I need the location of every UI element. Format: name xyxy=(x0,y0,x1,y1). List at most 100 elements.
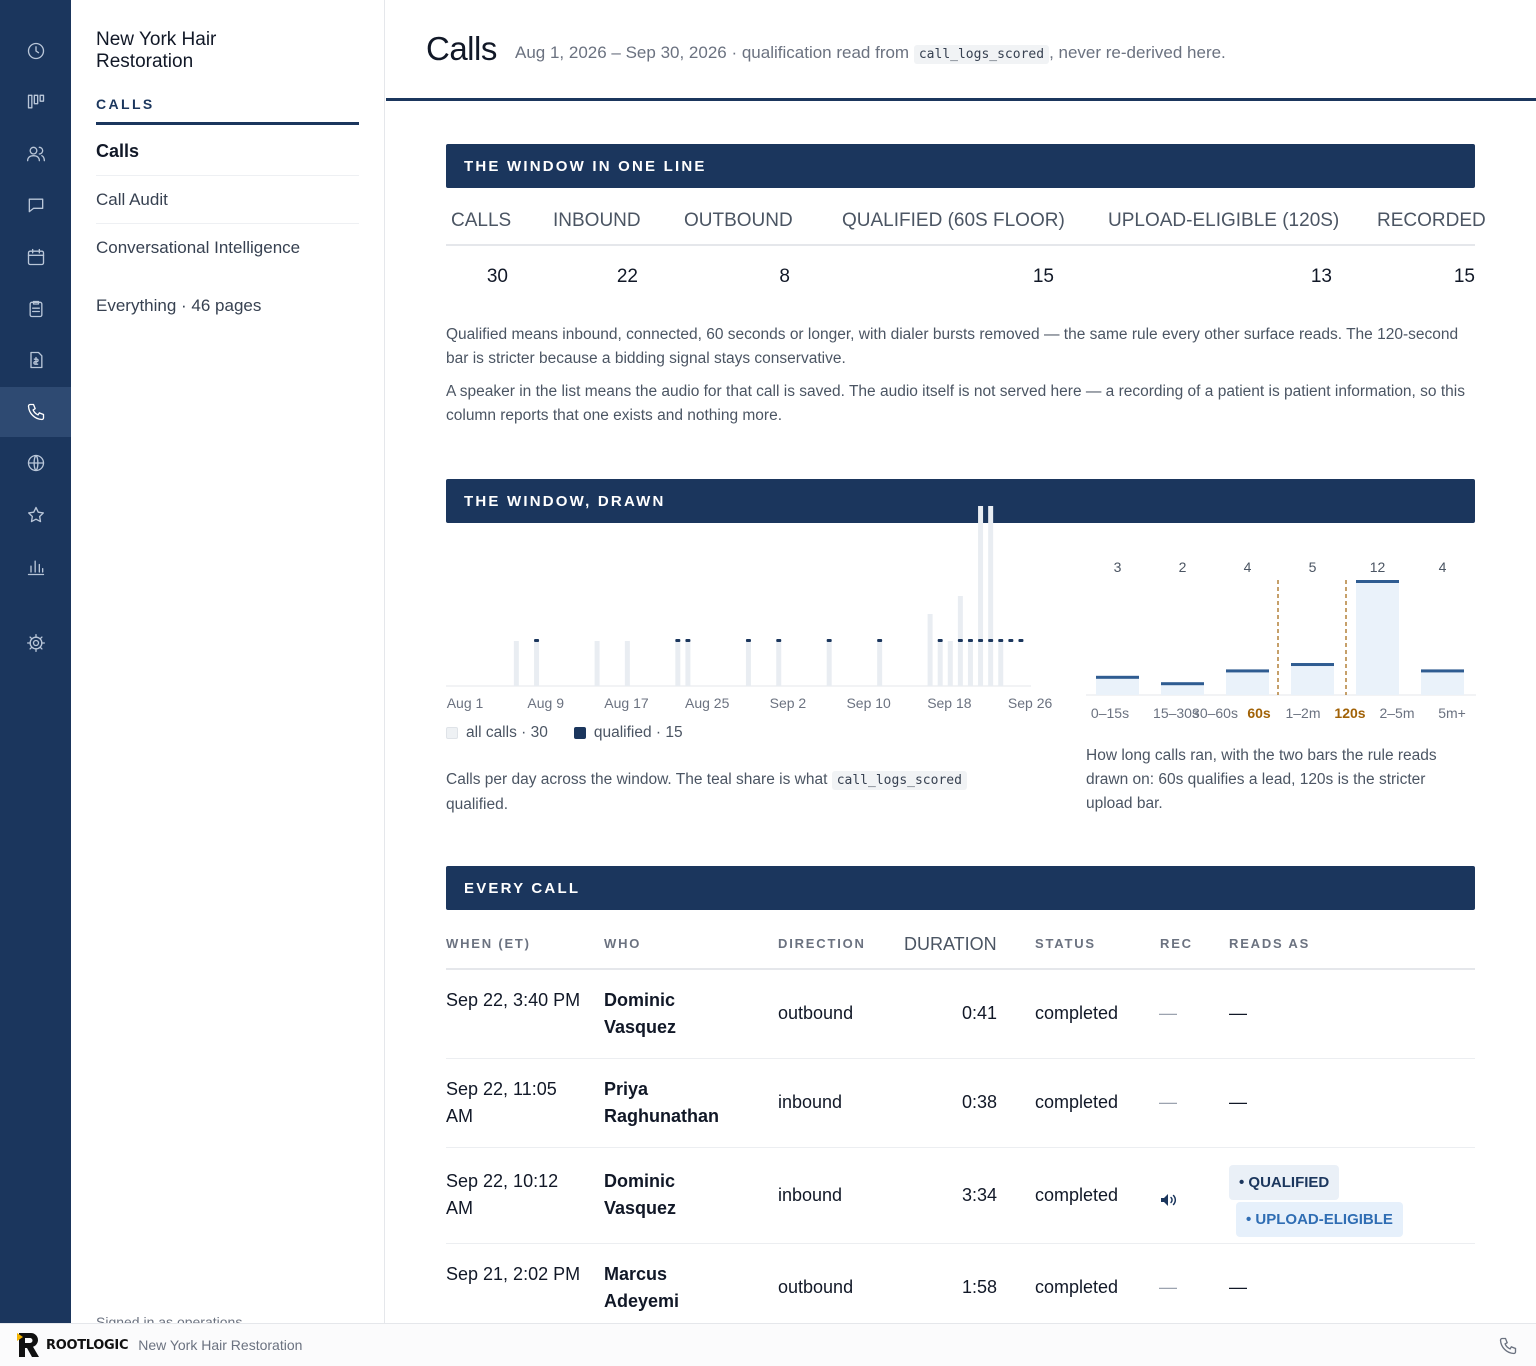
cell-when: Sep 22, 11:05 AM xyxy=(446,1079,557,1126)
sidebar-section-title: CALLS xyxy=(96,96,155,112)
cell-direction: outbound xyxy=(778,1277,854,1297)
daily-bar-all xyxy=(967,641,973,686)
cell-duration: 0:38 xyxy=(961,1092,997,1112)
histogram-bar-top xyxy=(1356,580,1399,583)
daily-marker-qualified xyxy=(776,639,782,642)
histogram-bar-top xyxy=(1421,669,1464,673)
cell-who: Marcus Adeyemi xyxy=(604,1264,680,1311)
rail-item-tasks[interactable] xyxy=(0,284,71,334)
histogram-bar xyxy=(1161,682,1204,695)
col-header-when: WHEN (ET) xyxy=(446,936,531,951)
cell-when: Sep 22, 10:12 AM xyxy=(446,1171,559,1218)
daily-bar-all xyxy=(685,641,691,686)
table-row[interactable]: Sep 22, 11:05 AM Priya Raghunathan inbou… xyxy=(446,1059,1475,1148)
table-row[interactable]: Sep 21, 2:02 PM Marcus Adeyemi outbound … xyxy=(446,1244,1475,1323)
kpi-value-upload-eligible: 13 xyxy=(1310,266,1332,287)
rootlogic-logo-mark xyxy=(17,1333,39,1357)
cell-reads-none: — xyxy=(1229,1092,1247,1112)
col-header-duration[interactable]: DURATION xyxy=(904,934,997,954)
page-header: Calls Aug 1, 2026 – Sep 30, 2026 · quali… xyxy=(386,0,1536,101)
kanban-icon xyxy=(27,94,44,109)
col-header-status: STATUS xyxy=(1035,936,1096,951)
daily-x-tick-label: Sep 2 xyxy=(770,695,807,711)
daily-bar-all xyxy=(624,641,630,686)
histogram-bar xyxy=(1096,675,1139,695)
daily-marker-qualified xyxy=(998,639,1004,642)
daily-marker-qualified xyxy=(1018,639,1024,642)
table-row[interactable]: Sep 22, 3:40 PM Dominic Vasquez outbound… xyxy=(446,970,1475,1059)
sidebar-footer-text: Signed in as operations xyxy=(96,1314,243,1323)
histogram-bar xyxy=(1421,669,1464,695)
sidebar-item-call-audit[interactable]: Call Audit xyxy=(96,176,359,224)
daily-marker-qualified xyxy=(957,639,963,642)
rail-item-calls[interactable] xyxy=(0,387,71,437)
kpi-value-calls: 30 xyxy=(486,266,508,287)
col-header-who: WHO xyxy=(604,936,642,951)
subtitle-code: call_logs_scored xyxy=(913,45,1050,64)
daily-marker-qualified xyxy=(745,639,751,642)
col-header-rec: REC xyxy=(1160,936,1193,951)
cell-who: Dominic Vasquez xyxy=(604,990,677,1037)
cell-reads-none: — xyxy=(1229,1003,1247,1023)
kpi-label-calls: CALLS xyxy=(451,210,512,231)
daily-bar-all xyxy=(978,506,984,686)
bar-chart-icon xyxy=(27,560,44,576)
daily-bar-all xyxy=(998,641,1004,686)
clipboard-icon xyxy=(29,300,42,318)
rail-item-activity[interactable] xyxy=(0,26,71,76)
rail-item-reports[interactable] xyxy=(0,542,71,592)
threshold-label: 60s xyxy=(1247,705,1271,721)
sidebar-item-calls[interactable]: Calls xyxy=(96,128,359,176)
chat-icon xyxy=(28,198,43,213)
daily-marker-qualified xyxy=(877,639,883,642)
cell-direction: inbound xyxy=(778,1092,843,1112)
kpi-value-outbound: 8 xyxy=(779,266,790,287)
histogram-value-label: 3 xyxy=(1114,559,1122,575)
daily-marker-qualified xyxy=(685,639,691,642)
histogram-value-label: 4 xyxy=(1244,559,1252,575)
rail-item-reviews[interactable] xyxy=(0,490,71,540)
rail-item-contacts[interactable] xyxy=(0,129,71,179)
table-row[interactable]: Sep 22, 10:12 AM Dominic Vasquez inbound… xyxy=(446,1148,1475,1244)
histogram-category-label: 2–5m xyxy=(1379,705,1414,721)
histogram-bar xyxy=(1226,669,1269,695)
page-subtitle: Aug 1, 2026 – Sep 30, 2026 · qualificati… xyxy=(515,43,1226,64)
cell-rec-none: — xyxy=(1159,1003,1177,1023)
kpi-label-outbound: OUTBOUND xyxy=(684,210,793,231)
rail-item-pipeline[interactable] xyxy=(0,77,71,127)
rail-item-calendar[interactable] xyxy=(0,232,71,282)
cell-duration: 3:34 xyxy=(961,1185,997,1205)
histogram-bar-top xyxy=(1226,669,1269,673)
kpi-label-recorded: RECORDED xyxy=(1377,210,1486,231)
histogram-category-label: 1–2m xyxy=(1285,705,1320,721)
phone-icon[interactable] xyxy=(1498,1336,1518,1356)
rail-item-web[interactable] xyxy=(0,438,71,488)
daily-bar-all xyxy=(594,641,600,686)
histogram-bar-top xyxy=(1161,682,1204,686)
daily-bar-all xyxy=(927,614,933,686)
kpi-label-inbound: INBOUND xyxy=(553,210,641,231)
daily-marker-qualified xyxy=(826,639,832,642)
histogram-category-label: 30–60s xyxy=(1192,705,1238,721)
sidebar-item-conversational-intelligence[interactable]: Conversational Intelligence xyxy=(96,238,301,257)
daily-x-tick-label: Aug 9 xyxy=(527,695,564,711)
legend-swatch-qualified xyxy=(573,727,586,739)
cell-reads-as: • QUALIFIED • UPLOAD-ELIGIBLE xyxy=(1229,1165,1403,1237)
histogram-value-label: 4 xyxy=(1439,559,1447,575)
rail-item-settings[interactable] xyxy=(0,618,71,668)
daily-bar-all xyxy=(675,641,681,686)
daily-x-tick-label: Sep 18 xyxy=(927,695,972,711)
rail-item-billing[interactable] xyxy=(0,335,71,385)
clock-icon xyxy=(27,42,44,60)
sidebar-everything-link[interactable]: Everything · 46 pages xyxy=(96,296,262,315)
cell-when: Sep 22, 3:40 PM xyxy=(446,990,581,1010)
section-header-window-drawn: THE WINDOW, DRAWN xyxy=(446,479,1475,523)
qualified-definition: Qualified means inbound, connected, 60 s… xyxy=(446,326,1459,367)
main-content: Calls Aug 1, 2026 – Sep 30, 2026 · quali… xyxy=(386,0,1536,1323)
rail-item-messages[interactable] xyxy=(0,180,71,230)
rootlogic-logo[interactable]: ROOTLOGIC xyxy=(16,1331,129,1359)
legend-label-all: all calls · 30 xyxy=(466,724,548,741)
cell-who: Dominic Vasquez xyxy=(604,1171,677,1218)
daily-bar-all xyxy=(534,641,540,686)
section-header-every-call: EVERY CALL xyxy=(446,866,1475,910)
